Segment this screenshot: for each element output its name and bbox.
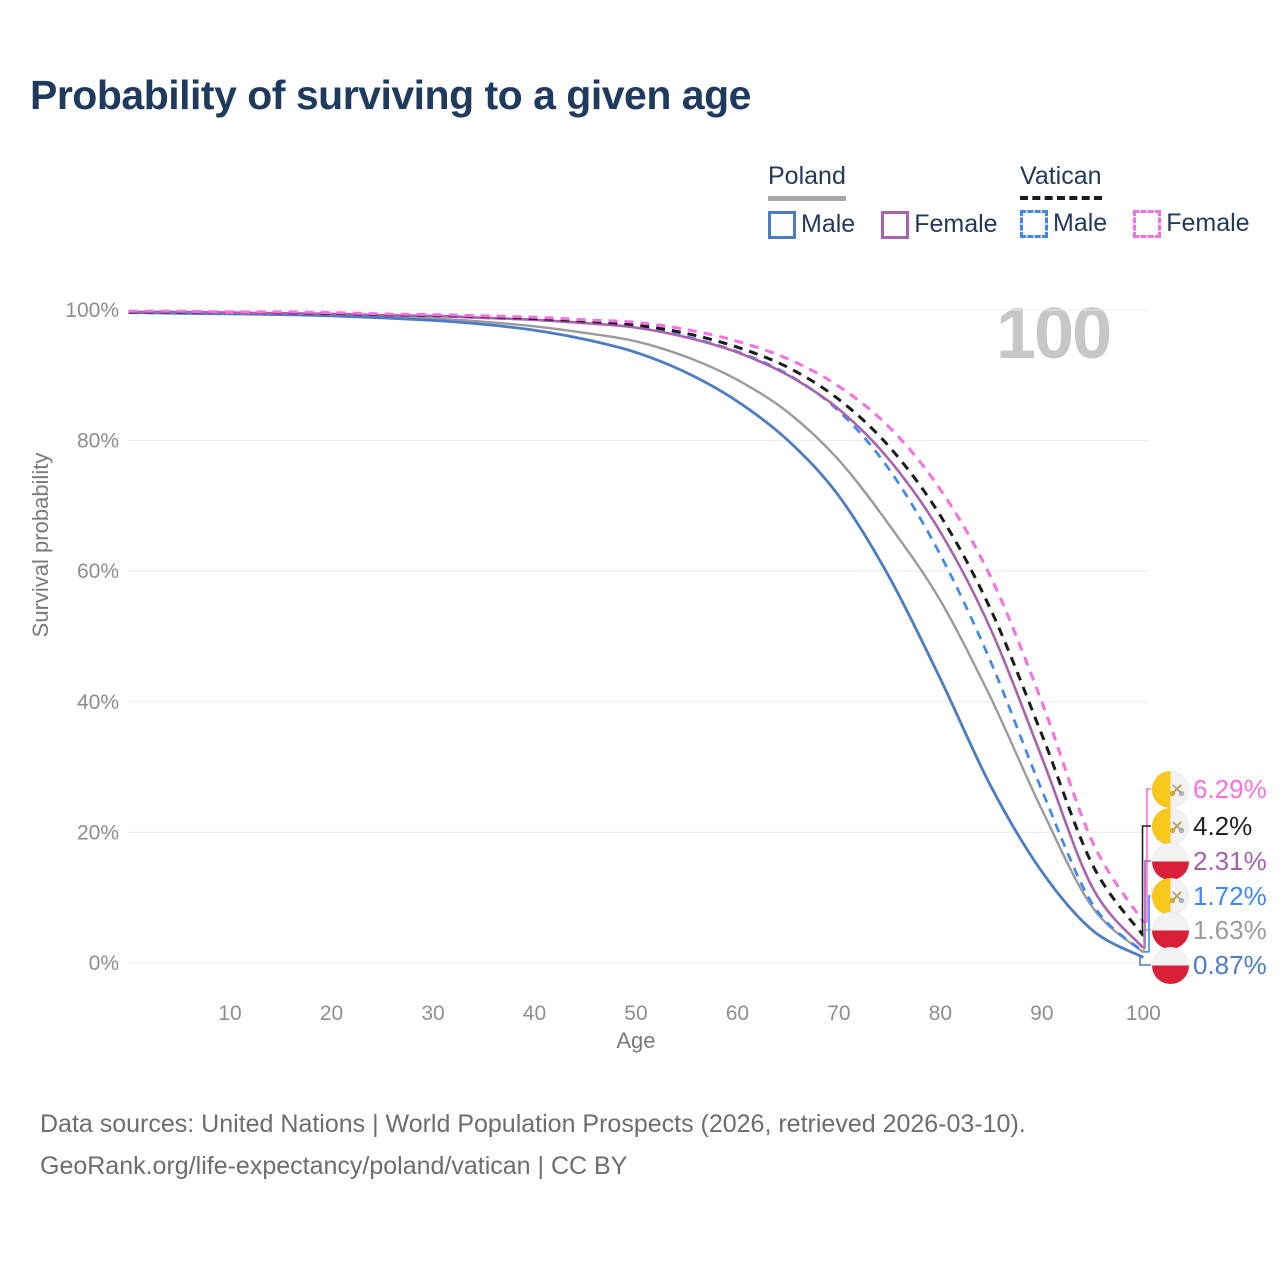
legend-item-vatican-female[interactable]: Female (1133, 209, 1250, 238)
footer: Data sources: United Nations | World Pop… (40, 1104, 1026, 1187)
x-tick-label: 40 (523, 1002, 546, 1025)
end-label-row: 2.31% (1152, 842, 1267, 880)
legend-item-poland-female[interactable]: Female (881, 210, 998, 239)
y-tick-label: 60% (77, 560, 119, 583)
leader-lines (1139, 788, 1151, 966)
end-label-value: 2.31% (1193, 845, 1267, 876)
vatican-flag-icon (1152, 770, 1189, 808)
poland-male-swatch-icon (768, 210, 796, 239)
end-label-value: 4.2% (1193, 810, 1253, 841)
legend-item-label: Female (1166, 209, 1250, 237)
vatican-female-swatch-icon (1133, 209, 1162, 238)
legend-item-vatican-male[interactable]: Male (1020, 209, 1107, 238)
vatican-flag-icon (1152, 877, 1189, 915)
age-counter-watermark: 100 (996, 294, 1112, 374)
series-line (128, 310, 1145, 937)
crossed-keys-icon (1169, 820, 1185, 833)
y-tick-labels: 0% 20% 40% 60% 80% 100% (65, 299, 119, 975)
legend-item-label: Male (801, 210, 856, 238)
poland-flag-icon (1152, 946, 1189, 984)
footer-sources: Data sources: United Nations | World Pop… (40, 1110, 1026, 1138)
crossed-keys-icon (1169, 890, 1185, 903)
leader-line (1139, 956, 1151, 966)
series-line (128, 310, 1145, 949)
poland-flag-icon (1152, 911, 1189, 949)
legend-poland-items: Male Female (768, 210, 998, 239)
y-axis-title: Survival probability (28, 453, 53, 638)
series-line (128, 311, 1144, 959)
x-tick-label: 50 (624, 1002, 647, 1025)
y-tick-label: 20% (77, 821, 119, 844)
end-label-value: 0.87% (1193, 949, 1267, 980)
x-tick-label: 60 (726, 1002, 749, 1025)
x-tick-label: 10 (218, 1002, 241, 1025)
end-label-value: 1.63% (1193, 914, 1267, 945)
end-label-row: 1.72% (1152, 877, 1267, 915)
end-label-row: 6.29% (1152, 770, 1267, 808)
end-label-row: 0.87% (1152, 946, 1267, 984)
footer-attribution: GeoRank.org/life-expectancy/poland/vatic… (40, 1151, 628, 1180)
vatican-flag-icon (1152, 807, 1189, 845)
x-tick-label: 30 (421, 1002, 444, 1025)
legend-poland-label[interactable]: Poland (768, 162, 846, 201)
x-tick-labels: 10 20 30 40 50 60 70 80 90 100 (218, 1002, 1160, 1025)
series-paths (128, 309, 1145, 959)
legend-vatican-label[interactable]: Vatican (1020, 162, 1102, 200)
end-label-value: 6.29% (1193, 773, 1267, 804)
y-tick-label: 80% (77, 430, 119, 453)
x-tick-label: 80 (929, 1002, 952, 1025)
legend-item-label: Male (1053, 209, 1108, 237)
poland-female-swatch-icon (881, 210, 910, 239)
y-tick-label: 0% (89, 952, 119, 975)
end-label-row: 1.63% (1152, 911, 1267, 949)
page-title: Probability of surviving to a given age (30, 72, 751, 118)
x-axis-title: Age (616, 1028, 655, 1053)
legend-group-vatican: Vatican Male Female (1020, 162, 1250, 238)
gridlines (128, 309, 1148, 964)
vatican-male-swatch-icon (1020, 209, 1048, 238)
leader-line (1143, 895, 1151, 953)
x-tick-label: 90 (1030, 1002, 1053, 1025)
leader-line (1141, 825, 1151, 937)
legend-item-label: Female (914, 210, 998, 238)
legend-group-poland: Poland Male Female (768, 162, 998, 239)
series-line (128, 309, 1145, 923)
poland-flag-icon (1152, 842, 1189, 880)
x-tick-label: 70 (827, 1002, 850, 1025)
crossed-keys-icon (1169, 783, 1185, 796)
x-tick-label: 20 (320, 1002, 343, 1025)
end-label-row: 4.2% (1152, 807, 1253, 845)
legend-item-poland-male[interactable]: Male (768, 210, 855, 239)
y-tick-label: 100% (65, 299, 119, 322)
leader-line (1143, 929, 1151, 954)
legend-vatican-items: Male Female (1020, 209, 1250, 238)
end-label-value: 1.72% (1193, 880, 1267, 911)
y-tick-label: 40% (77, 691, 119, 714)
x-tick-label: 100 (1126, 1002, 1161, 1025)
